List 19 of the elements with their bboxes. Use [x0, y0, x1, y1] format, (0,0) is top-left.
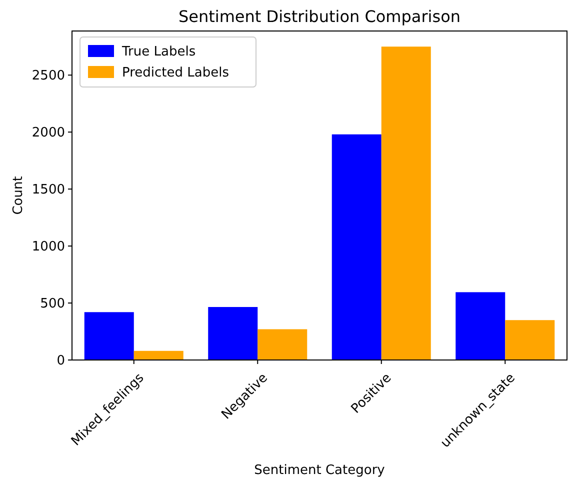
legend-label: True Labels [121, 44, 196, 60]
legend-label: Predicted Labels [122, 66, 230, 81]
bar [134, 350, 184, 360]
y-tick-label: 2000 [32, 126, 65, 141]
y-tick-label: 500 [40, 296, 65, 312]
bar [332, 134, 382, 360]
y-tick-label: 1000 [32, 240, 65, 255]
bar [505, 320, 555, 360]
bar [208, 307, 258, 360]
bar [84, 312, 134, 360]
x-axis-title: Sentiment Category [254, 463, 386, 478]
y-tick-label: 1500 [32, 182, 65, 198]
bar [456, 292, 506, 360]
y-tick-label: 0 [56, 354, 65, 369]
bar [258, 329, 308, 360]
chart-title: Sentiment Distribution Comparison [178, 7, 461, 26]
bar [381, 46, 431, 360]
y-axis-title: Count [11, 176, 26, 215]
y-tick-label: 2500 [32, 68, 65, 84]
